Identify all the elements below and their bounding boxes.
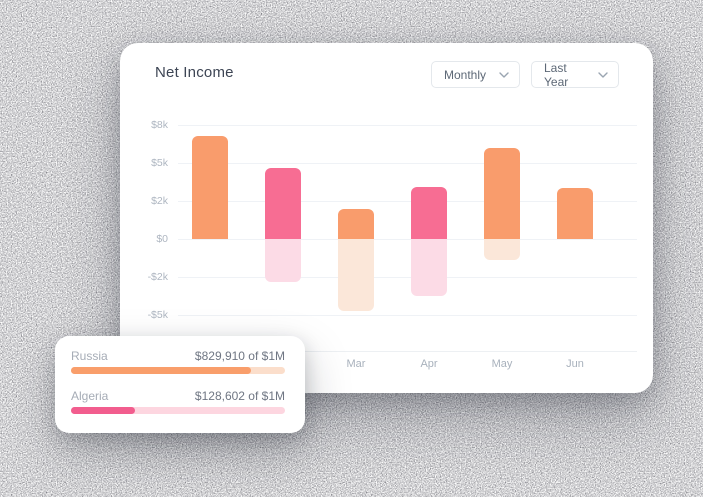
- period-dropdown[interactable]: Monthly: [431, 61, 520, 88]
- grid-line: [178, 315, 637, 316]
- bar-feb-negative: [265, 239, 301, 283]
- progress-track-russia: [71, 367, 285, 374]
- progress-value-algeria: $128,602 of $1M: [194, 389, 285, 403]
- range-dropdown[interactable]: Last Year: [531, 60, 619, 89]
- progress-label-russia: Russia: [71, 349, 108, 363]
- bar-mar-negative: [338, 239, 374, 312]
- y-tick-label: $2k: [151, 195, 168, 207]
- bar-jun-positive: [557, 188, 593, 239]
- period-dropdown-value: Monthly: [444, 67, 487, 82]
- grid-line: [178, 277, 637, 278]
- page-title: Net Income: [155, 64, 234, 81]
- bar-apr-negative: [411, 239, 447, 296]
- bar-mar-positive: [338, 208, 374, 239]
- progress-value-russia: $829,910 of $1M: [194, 349, 285, 363]
- y-tick-label: -$5k: [147, 309, 168, 321]
- progress-label-algeria: Algeria: [71, 389, 109, 403]
- grid-line: [178, 163, 637, 164]
- x-tick-label: Apr: [420, 358, 438, 370]
- bar-apr-positive: [411, 187, 447, 239]
- progress-fill-russia: [71, 367, 251, 374]
- y-tick-label: $8k: [151, 119, 168, 131]
- progress-fill-algeria: [71, 407, 136, 414]
- progress-track-algeria: [71, 407, 285, 414]
- chevron-down-icon: [598, 71, 608, 78]
- bar-may-negative: [484, 239, 520, 260]
- bar-may-positive: [484, 147, 520, 239]
- grid-line: [178, 239, 637, 240]
- y-tick-label: -$2k: [147, 271, 168, 283]
- countries-progress-card: Russia $829,910 of $1M Algeria $128,602 of …: [55, 336, 305, 433]
- y-tick-label: $0: [156, 233, 168, 245]
- x-tick-label: Jun: [566, 358, 584, 370]
- bar-jan-positive: [192, 136, 228, 239]
- y-tick-label: $5k: [151, 157, 168, 169]
- range-dropdown-value: Last Year: [544, 60, 569, 89]
- bar-feb-positive: [265, 168, 301, 239]
- x-tick-label: Mar: [346, 358, 366, 370]
- chevron-down-icon: [499, 71, 509, 78]
- grid-line: [178, 125, 637, 126]
- x-tick-label: May: [491, 358, 513, 370]
